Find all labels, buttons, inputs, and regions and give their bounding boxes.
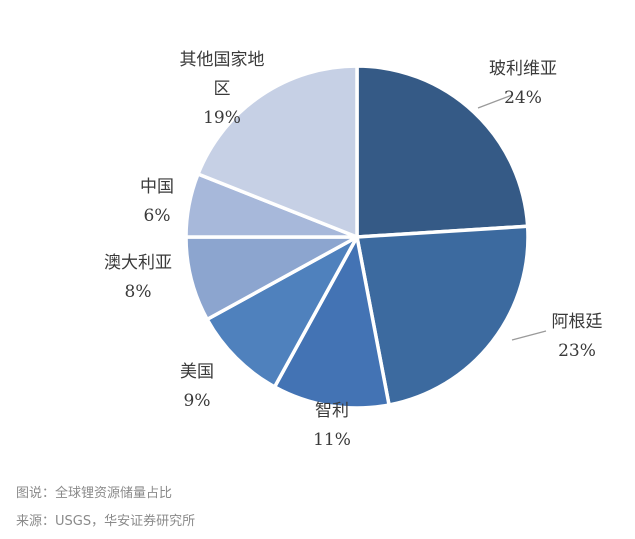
slice-labels: 玻利维亚 24% 阿根廷 23% 智利 11% 美国 9% 澳大利亚 8% 中国 6% 其他国家地区 19… [104, 50, 603, 450]
slice-name: 区 [214, 79, 231, 99]
slice-value: 8% [125, 282, 152, 302]
pie-slice [196, 64, 359, 239]
figure-caption: 图说：全球锂资源储量占比 [16, 486, 173, 501]
slice-name: 阿根廷 [552, 312, 603, 332]
slice-label: 智利 11% [313, 401, 351, 450]
slice-value: 6% [144, 206, 171, 226]
slice-name: 玻利维亚 [489, 59, 557, 79]
slice-label: 其他国家地区 19% [180, 50, 265, 128]
source-caption: 来源：USGS，华安证券研究所 [16, 514, 196, 529]
slice-name: 智利 [315, 401, 349, 421]
slice-name: 美国 [180, 362, 214, 382]
pie-slice [205, 235, 359, 389]
slice-value: 11% [313, 430, 351, 450]
slice-label: 玻利维亚 24% [489, 59, 557, 108]
pie-chart: 玻利维亚 24% 阿根廷 23% 智利 11% 美国 9% 澳大利亚 8% 中国 6% 其他国家地区 19… [104, 50, 603, 450]
slice-label: 澳大利亚 8% [104, 253, 172, 302]
slice-name: 澳大利亚 [104, 253, 172, 273]
pie-slice [355, 224, 530, 407]
leader-line [511, 330, 547, 341]
slice-name: 中国 [140, 177, 174, 197]
slice-value: 19% [203, 108, 241, 128]
pie-slice [272, 235, 391, 410]
slice-name: 其他国家地 [180, 50, 265, 70]
pie-slice [355, 64, 530, 239]
pie-slices [184, 64, 530, 410]
leader-lines [477, 94, 547, 341]
slice-label: 阿根廷 23% [552, 312, 603, 361]
slice-value: 9% [184, 391, 211, 411]
slice-value: 24% [504, 88, 542, 108]
leader-line [477, 94, 513, 109]
slice-label: 中国 6% [140, 177, 174, 226]
slice-label: 美国 9% [180, 362, 214, 411]
slice-value: 23% [558, 341, 596, 361]
